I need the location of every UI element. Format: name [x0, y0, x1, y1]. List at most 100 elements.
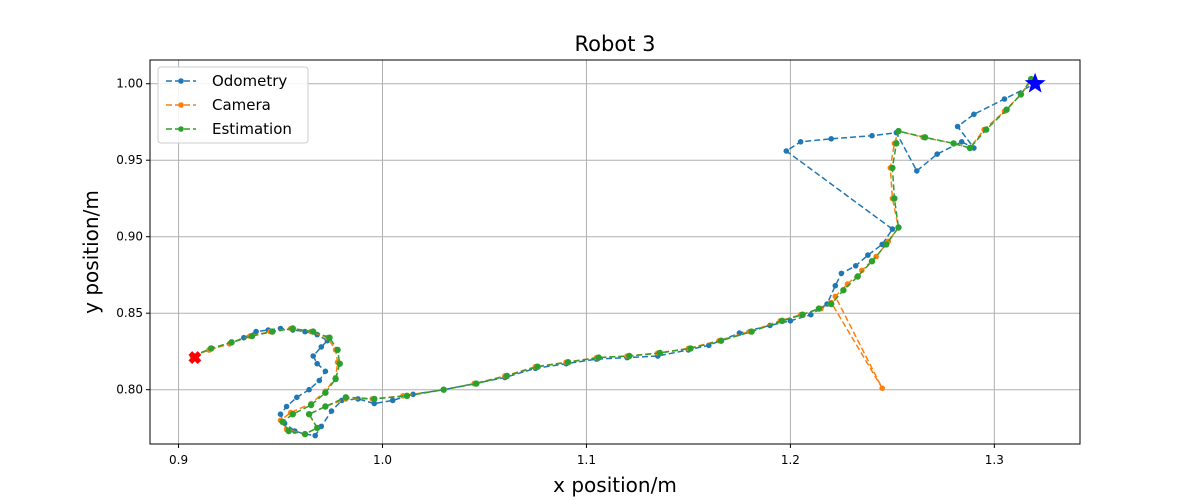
estimation-series — [189, 75, 1035, 438]
odometry-point — [306, 386, 312, 393]
odometry-point — [328, 408, 335, 414]
odometry-point — [310, 353, 317, 359]
estimation-point — [322, 403, 329, 410]
odometry-point — [958, 139, 965, 145]
estimation-point — [322, 389, 329, 396]
odometry-point — [914, 168, 920, 174]
odometry-point — [283, 403, 290, 410]
grid — [150, 60, 1080, 444]
plot-area — [189, 75, 1038, 439]
estimation-point — [1017, 91, 1025, 98]
x-tick-label: 0.9 — [169, 453, 188, 467]
estimation-point — [440, 386, 447, 393]
estimation-point — [285, 427, 292, 435]
estimation-point — [307, 401, 315, 409]
odometry-point — [869, 132, 875, 139]
estimation-point — [342, 394, 349, 401]
odometry-point — [312, 432, 319, 439]
estimation-point — [799, 311, 806, 318]
estimation-point — [228, 339, 235, 346]
y-tick-label: 0.90 — [116, 230, 143, 244]
estimation-point — [503, 372, 511, 380]
estimation-point — [314, 424, 321, 432]
estimation-point — [656, 349, 664, 357]
estimation-point — [595, 354, 602, 361]
endpoint-markers — [188, 72, 1046, 365]
camera-point — [879, 385, 885, 392]
estimation-point — [895, 224, 902, 231]
odometry-point — [828, 136, 834, 142]
estimation-point — [893, 140, 900, 147]
start-x-marker-bar — [188, 351, 202, 365]
estimation-point — [301, 430, 309, 438]
legend-label-camera: Camera — [212, 96, 271, 114]
legend-marker-camera — [178, 102, 184, 108]
estimation-point — [983, 126, 990, 133]
estimation-point — [779, 317, 786, 324]
legend-box — [157, 66, 309, 144]
y-tick-label: 0.80 — [116, 383, 143, 397]
odometry-point — [253, 328, 259, 335]
estimation-point — [473, 380, 480, 387]
camera-point — [859, 267, 865, 274]
x-tick-label: 1.1 — [577, 453, 596, 467]
odometry-point — [797, 139, 804, 145]
estimation-point — [534, 363, 541, 370]
x-tick-label: 1.3 — [985, 453, 1004, 467]
estimation-point — [269, 328, 276, 335]
axes-frame — [149, 59, 1081, 445]
estimation-point — [889, 164, 896, 172]
odometry-point — [971, 111, 977, 118]
odometry-point — [808, 311, 814, 318]
odometry-point — [889, 226, 896, 232]
estimation-point — [305, 411, 313, 418]
odometry-point — [277, 411, 284, 418]
odometry-point — [294, 394, 300, 401]
estimation-point — [326, 334, 333, 341]
legend-marker-odometry — [178, 78, 184, 84]
estimation-point — [208, 345, 215, 352]
odometry-point — [371, 400, 378, 407]
estimation-point — [854, 273, 861, 280]
estimation-point — [883, 241, 890, 248]
estimation-point — [891, 195, 898, 202]
y-tick-label: 0.95 — [116, 153, 143, 167]
estimation-point — [289, 411, 296, 418]
y-axis-label: y position/m — [79, 190, 103, 314]
odometry-point — [1001, 96, 1008, 102]
legend-marker-estimation — [178, 126, 184, 132]
x-tick-label: 1.0 — [373, 453, 392, 467]
y-tick-label: 0.85 — [116, 306, 143, 320]
estimation-point — [310, 328, 317, 335]
chart-title: Robot 3 — [575, 32, 656, 56]
estimation-point — [895, 127, 902, 135]
estimation-point — [279, 418, 286, 425]
axis-ticks: 0.9 1.0 1.1 1.2 1.3 0.80 0.85 0.90 0.95 1.00 — [116, 77, 1004, 467]
odometry-point — [314, 360, 321, 367]
estimation-point — [966, 144, 974, 152]
odometry-point — [852, 263, 859, 269]
odometry-point — [832, 282, 839, 289]
x-axis-label: x position/m — [553, 473, 677, 497]
odometry-point — [316, 377, 323, 384]
estimation-point — [815, 305, 823, 312]
odometry-point — [389, 397, 396, 404]
estimation-point — [717, 337, 725, 344]
estimation-point — [564, 359, 572, 366]
estimation-point — [687, 345, 694, 352]
goal-star-marker — [1024, 72, 1046, 93]
estimation-point — [921, 134, 929, 141]
estimation-point — [289, 325, 296, 332]
x-tick-label: 1.2 — [781, 453, 800, 467]
odometry-point — [934, 151, 940, 157]
odometry-point — [954, 123, 961, 130]
estimation-point — [334, 346, 341, 354]
camera-line — [192, 80, 1032, 435]
odometry-point — [318, 344, 325, 350]
estimation-point — [828, 300, 835, 308]
odometry-point — [783, 148, 790, 154]
legend-label-estimation: Estimation — [212, 120, 292, 138]
estimation-point — [950, 140, 957, 147]
estimation-point — [868, 258, 876, 265]
